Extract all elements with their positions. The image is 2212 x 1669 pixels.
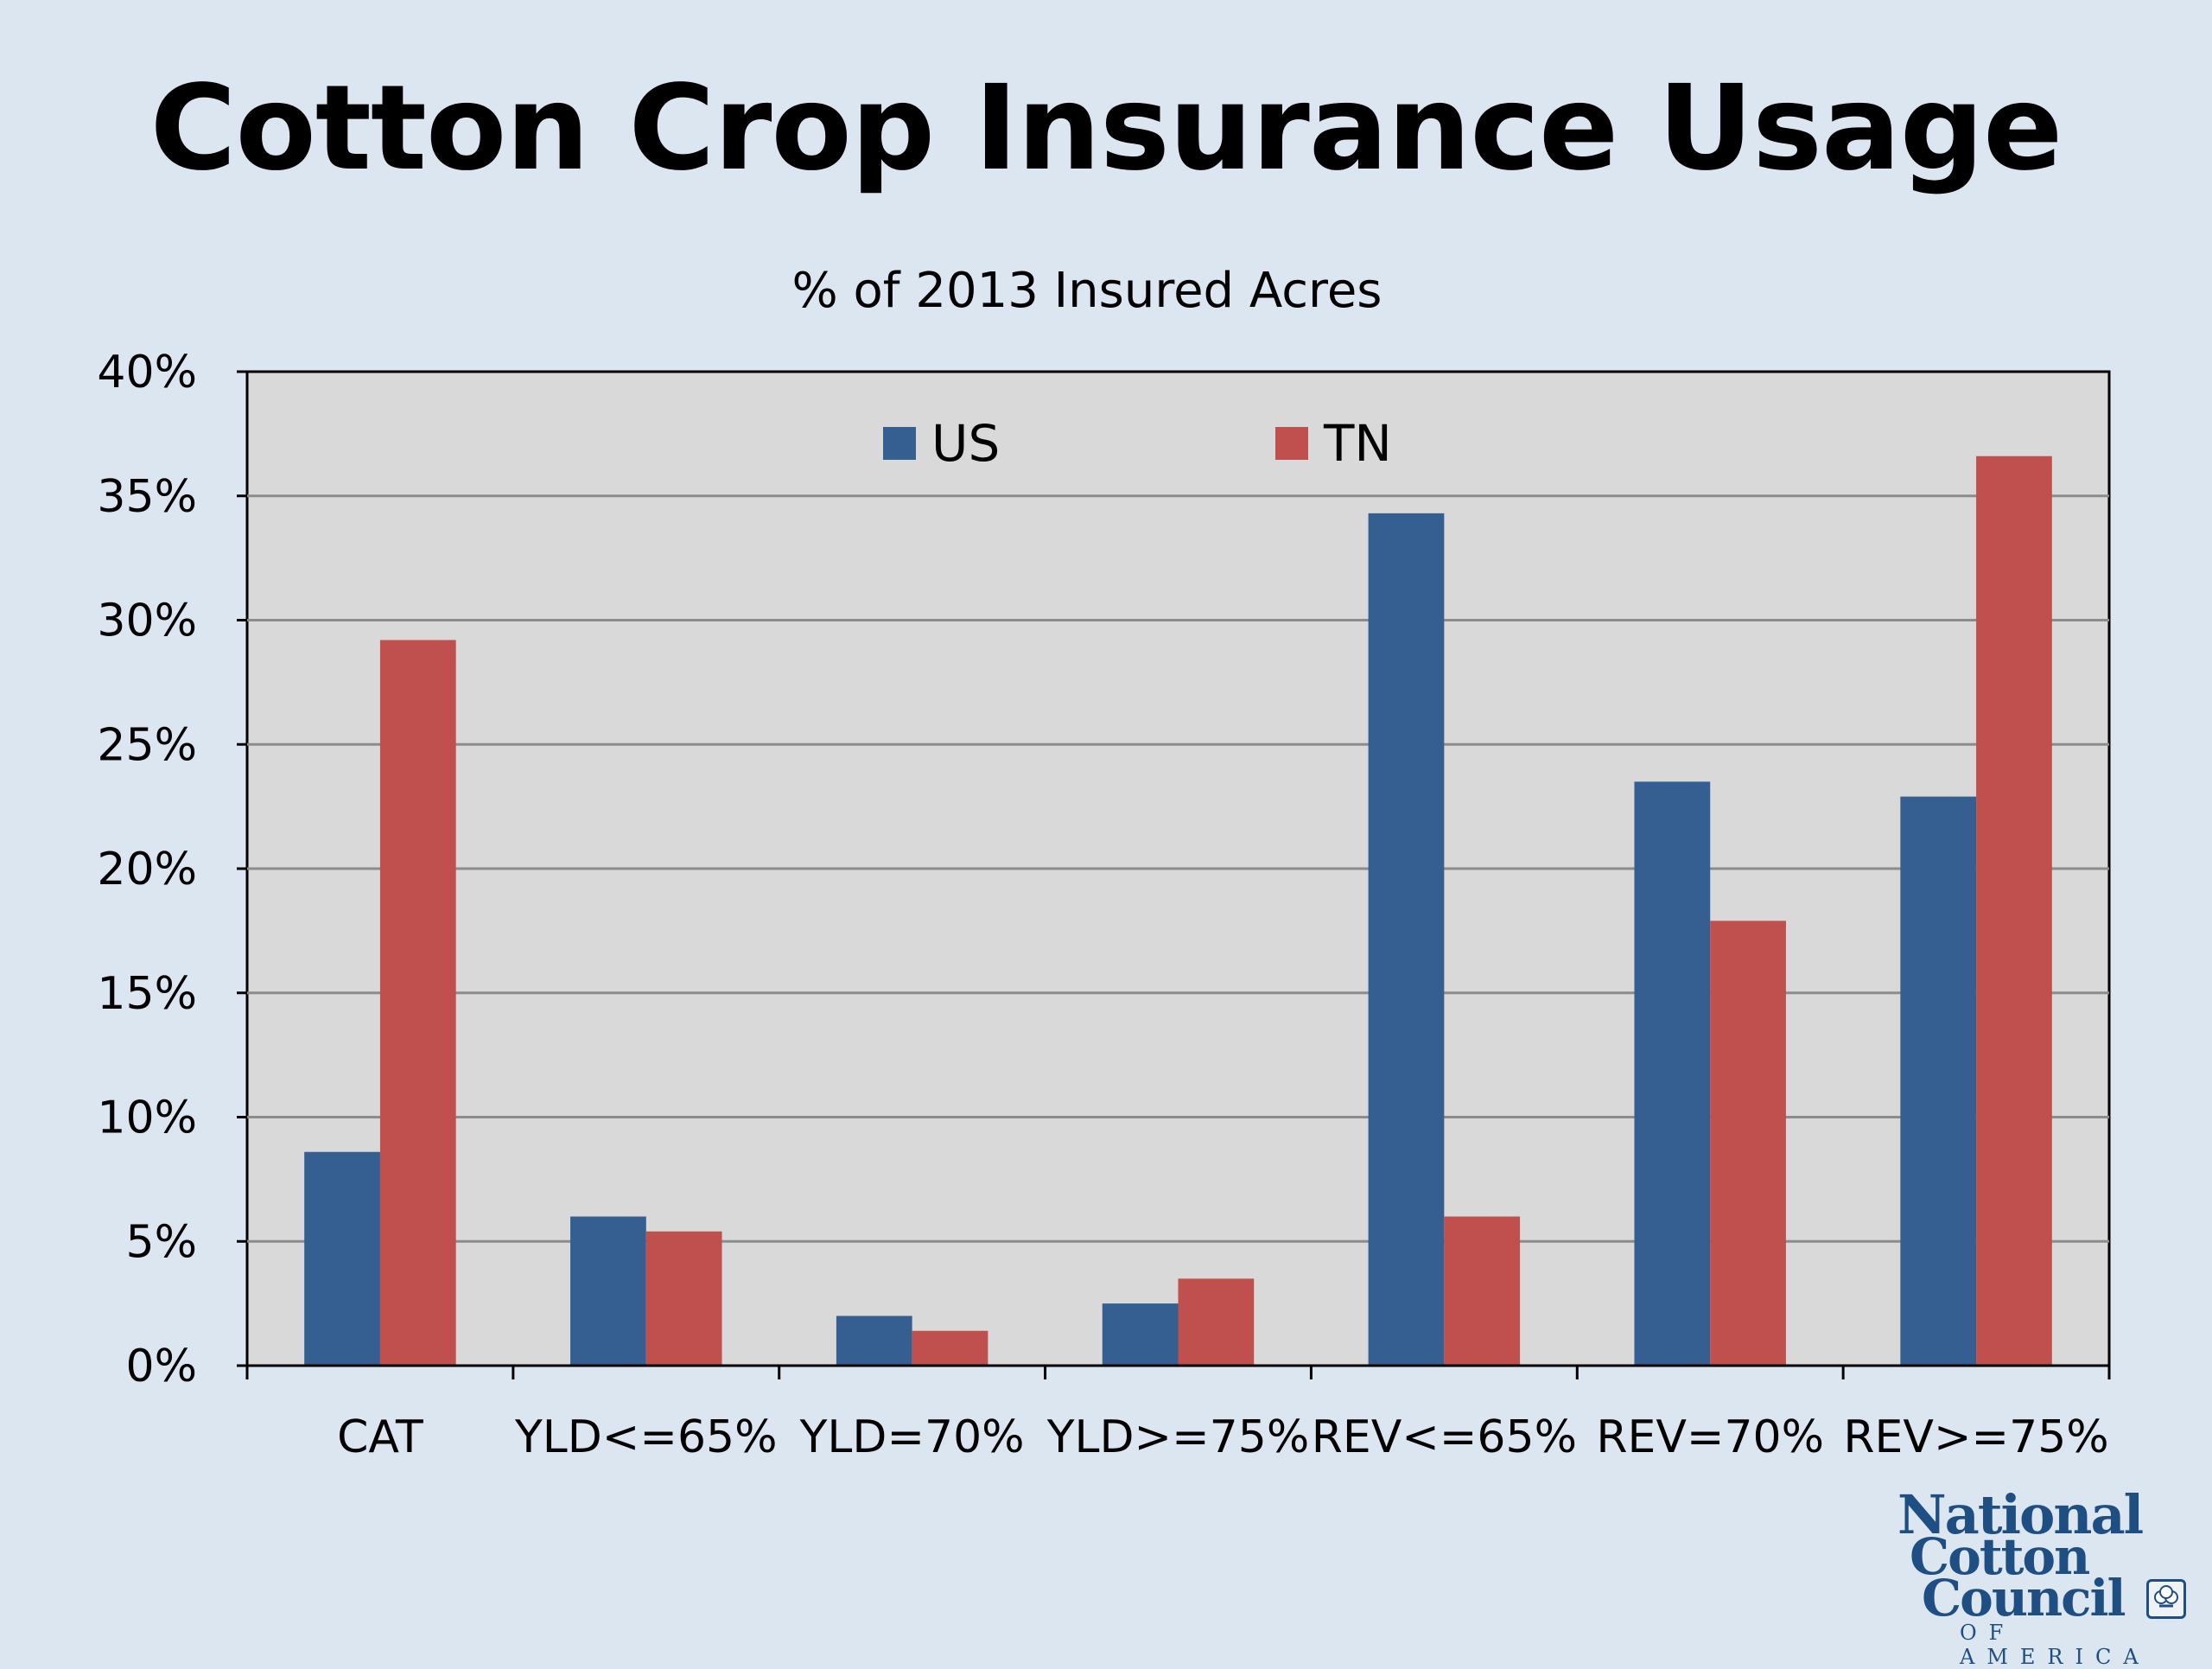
chart-subtitle: % of 2013 Insured Acres	[792, 263, 1382, 319]
y-tick-label: 15%	[97, 968, 197, 1020]
gridlines	[247, 494, 2109, 1243]
legend-swatch-tn	[1275, 427, 1308, 460]
bar-us-1	[570, 1216, 646, 1366]
bar-tn-3	[1178, 1278, 1255, 1366]
bar-tn-5	[1710, 920, 1786, 1366]
bar-us-6	[1900, 796, 1977, 1366]
bar-us-0	[304, 1151, 380, 1366]
logo-line-national: National	[1897, 1483, 2144, 1546]
x-axis-ticks: CAT YLD<=65% YLD=70% YLD>=75% REV<=65% REV=70…	[245, 1364, 2111, 1463]
x-tick-label: YLD<=65%	[514, 1411, 778, 1463]
bar-tn-1	[645, 1231, 722, 1366]
legend-label-tn: TN	[1323, 414, 1392, 473]
x-tick-label: YLD=70%	[799, 1411, 1025, 1463]
y-tick-label: 40%	[97, 347, 197, 398]
x-tick-label: YLD>=75%	[1046, 1411, 1310, 1463]
legend-swatch-us	[883, 427, 916, 460]
bar-tn-2	[912, 1330, 988, 1366]
x-tick-label: CAT	[337, 1411, 423, 1463]
y-tick-label: 25%	[97, 719, 197, 771]
bar-tn-4	[1444, 1216, 1521, 1366]
y-tick-label: 0%	[126, 1341, 198, 1392]
cotton-boll-icon	[2146, 1579, 2186, 1619]
y-tick-label: 20%	[97, 844, 197, 895]
y-tick-label: 35%	[97, 471, 197, 523]
national-cotton-council-logo: National Cotton Council OF AMERICA	[1897, 1483, 2191, 1669]
legend-label-us: US	[931, 414, 1000, 473]
logo-line-council: Council	[1922, 1569, 2126, 1628]
slide-title: Cotton Crop Insurance Usage	[149, 61, 2063, 197]
bar-us-3	[1102, 1303, 1179, 1366]
legend: US TN	[883, 414, 1392, 473]
x-tick-label: REV=70%	[1596, 1411, 1824, 1463]
y-tick-label: 30%	[97, 596, 197, 647]
bar-us-2	[836, 1315, 912, 1366]
bar-us-4	[1368, 513, 1445, 1366]
y-tick-label: 5%	[126, 1216, 198, 1268]
bar-us-5	[1634, 781, 1711, 1366]
bar-tn-0	[379, 640, 456, 1366]
x-tick-label: REV<=65%	[1312, 1411, 1577, 1463]
bars	[304, 455, 2052, 1366]
x-tick-label: REV>=75%	[1843, 1411, 2108, 1463]
y-axis-ticks: 0% 5% 10% 15% 20% 25% 30% 35% 40%	[97, 347, 247, 1392]
bar-tn-6	[1976, 455, 2052, 1366]
logo-line-cotton: Cotton	[1910, 1527, 2090, 1586]
y-tick-label: 10%	[97, 1092, 197, 1144]
logo-line-of-america: OF AMERICA	[1960, 1621, 2151, 1669]
